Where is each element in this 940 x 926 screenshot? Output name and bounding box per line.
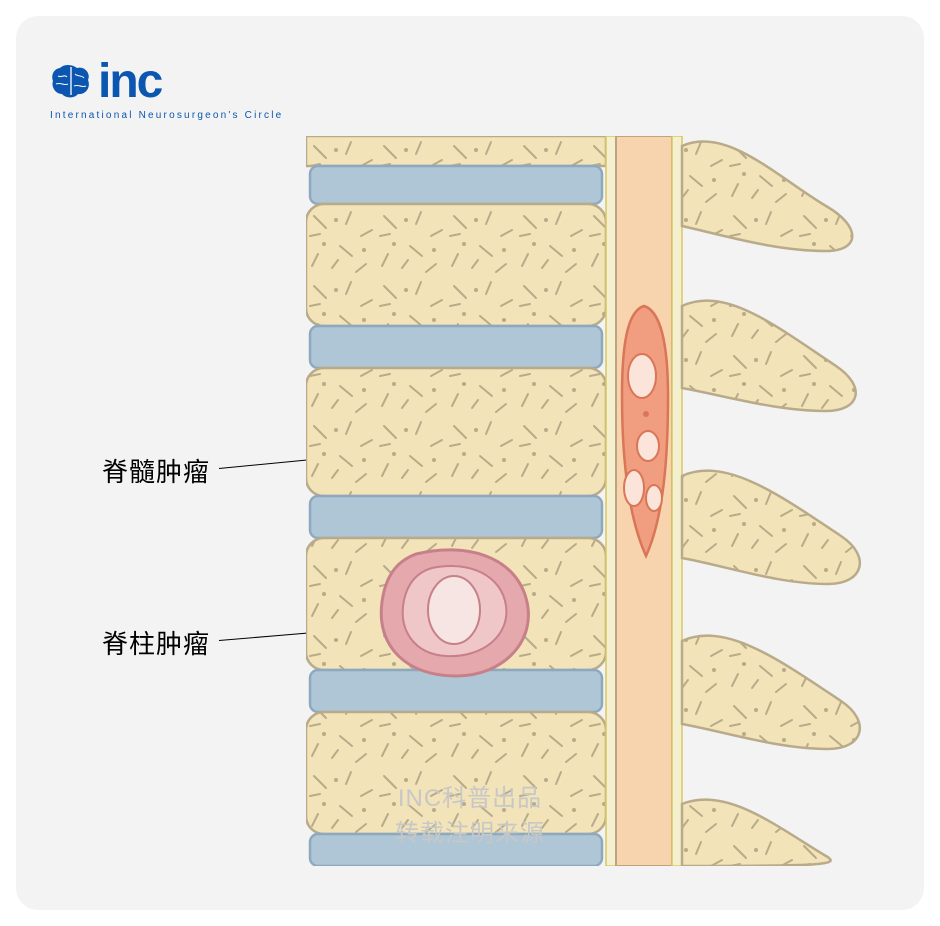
spinous-processes bbox=[682, 141, 860, 866]
spinal-column-tumor bbox=[381, 550, 528, 676]
spine-illustration bbox=[306, 136, 866, 866]
vertebral-bodies bbox=[306, 136, 606, 866]
logo-text: inc bbox=[98, 58, 161, 106]
logo-subtitle: International Neurosurgeon's Circle bbox=[50, 110, 283, 121]
watermark-line2: 转载注明来源 bbox=[16, 817, 924, 852]
diagram-canvas: inc International Neurosurgeon's Circle … bbox=[16, 16, 924, 910]
brain-icon bbox=[50, 64, 92, 100]
watermark: INC科普出品 转载注明来源 bbox=[16, 782, 924, 852]
logo: inc International Neurosurgeon's Circle bbox=[50, 58, 283, 121]
label-spinal-column-tumor: 脊柱肿瘤 bbox=[102, 624, 210, 661]
label-spinal-cord-tumor: 脊髓肿瘤 bbox=[102, 452, 210, 489]
watermark-line1: INC科普出品 bbox=[16, 782, 924, 817]
